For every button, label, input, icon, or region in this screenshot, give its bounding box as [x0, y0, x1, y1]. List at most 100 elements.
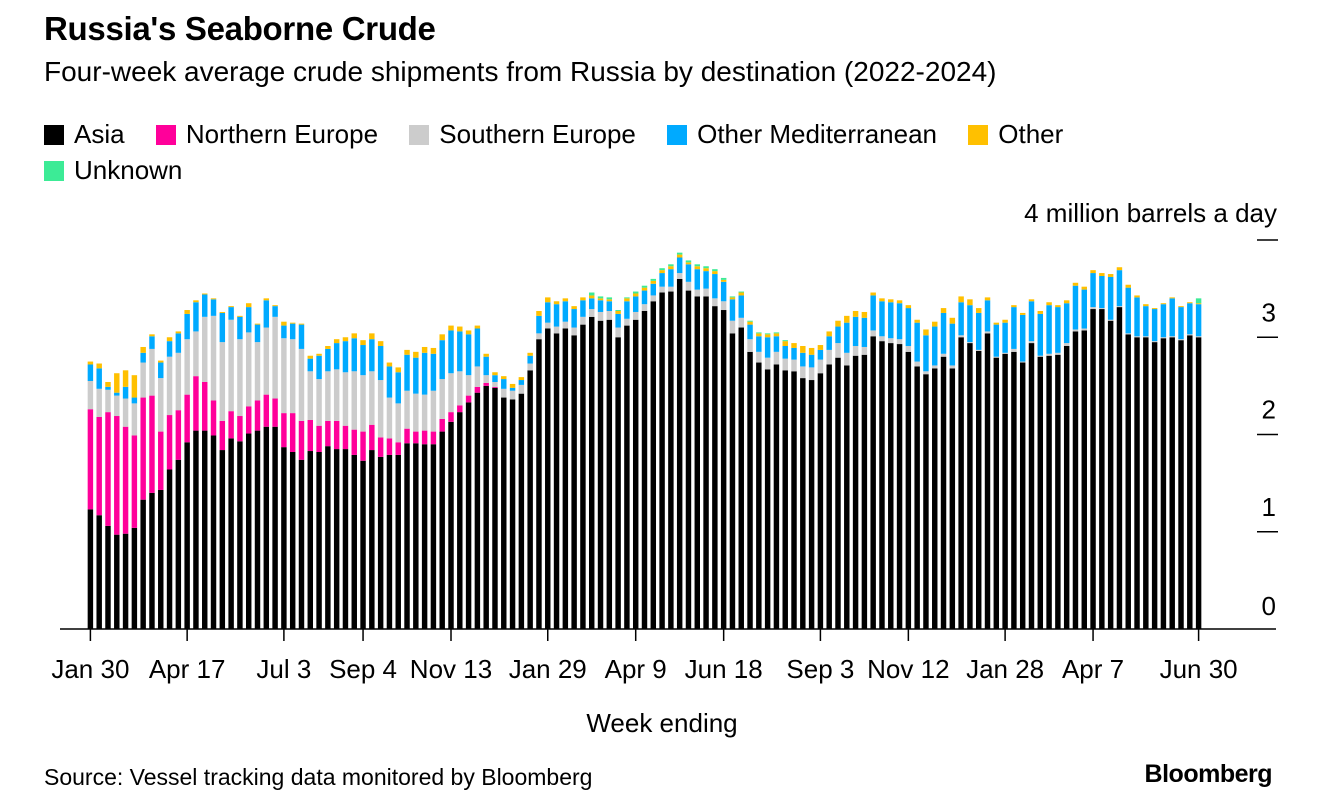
bar-northern-europe-30	[351, 429, 357, 455]
bar-southern-europe-106	[1019, 361, 1026, 363]
x-tick-label-5: Jan 29	[509, 654, 587, 684]
bar-other-mediterranean-107	[1028, 301, 1035, 342]
bar-northern-europe-13	[202, 381, 208, 431]
x-tick-label-3: Sep 4	[329, 654, 397, 684]
bar-southern-europe-108	[1037, 355, 1044, 357]
bar-asia-68	[685, 290, 692, 629]
bar-northern-europe-3	[114, 416, 120, 535]
legend-item-other-mediterranean: Other Mediterranean	[667, 116, 937, 152]
bar-other-118	[1125, 284, 1131, 288]
bar-other-mediterranean-92	[896, 303, 903, 340]
bar-other-mediterranean-3	[114, 392, 120, 396]
bar-asia-9	[166, 469, 173, 629]
bar-asia-4	[122, 533, 129, 629]
x-tick-label-4: Nov 13	[410, 654, 492, 684]
bar-other-123	[1169, 297, 1175, 299]
bar-southern-europe-48	[509, 390, 516, 400]
bar-southern-europe-61	[624, 318, 630, 326]
bar-other-mediterranean-42	[457, 331, 463, 372]
bar-asia-53	[553, 333, 560, 629]
bar-southern-europe-96	[932, 365, 938, 369]
bar-southern-europe-60	[615, 327, 621, 338]
bar-southern-europe-15	[219, 342, 226, 421]
bar-other-mediterranean-109	[1046, 305, 1052, 354]
bar-unknown-67	[676, 252, 683, 255]
bar-other-47	[501, 376, 507, 380]
bar-southern-europe-63	[641, 304, 648, 311]
bar-other-37	[413, 351, 419, 358]
bar-asia-2	[105, 525, 111, 629]
bar-other-24	[298, 323, 305, 325]
bar-other-70	[703, 268, 709, 272]
bar-northern-europe-4	[122, 426, 129, 534]
bar-asia-52	[545, 328, 551, 629]
bar-asia-26	[316, 452, 322, 629]
bar-asia-108	[1037, 356, 1044, 629]
bar-northern-europe-45	[483, 382, 489, 386]
bar-other-56	[580, 297, 586, 301]
bar-asia-117	[1116, 307, 1123, 629]
bar-asia-65	[659, 292, 665, 629]
bar-southern-europe-73	[729, 320, 736, 334]
bar-southern-europe-36	[404, 390, 410, 429]
bar-other-25	[307, 355, 313, 359]
bar-southern-europe-67	[676, 273, 683, 279]
legend-item-asia: Asia	[44, 116, 125, 152]
bar-southern-europe-9	[166, 356, 173, 416]
bar-other-86	[844, 315, 850, 323]
bar-southern-europe-18	[245, 332, 252, 407]
bar-other-122	[1160, 303, 1167, 305]
bar-other-108	[1037, 310, 1044, 314]
legend-item-southern-europe: Southern Europe	[409, 116, 636, 152]
chart-title: Russia's Seaborne Crude	[44, 10, 436, 47]
bar-other-50	[527, 352, 533, 356]
bar-southern-europe-32	[369, 371, 375, 425]
bar-asia-92	[896, 344, 903, 629]
bar-southern-europe-118	[1125, 333, 1131, 335]
bar-other-mediterranean-115	[1099, 275, 1105, 309]
bar-asia-45	[483, 385, 489, 630]
bar-asia-83	[817, 373, 824, 629]
bar-other-mediterranean-62	[632, 296, 639, 312]
bar-other-26	[316, 353, 322, 356]
bar-other-85	[835, 320, 841, 327]
bar-asia-29	[342, 449, 349, 629]
bar-northern-europe-39	[430, 431, 437, 445]
bar-southern-europe-24	[298, 348, 305, 421]
source-note: Source: Vessel tracking data monitored b…	[44, 764, 593, 790]
bar-asia-32	[369, 450, 375, 629]
bar-other-113	[1081, 286, 1087, 290]
bar-other-1	[96, 363, 102, 369]
bar-other-mediterranean-11	[184, 313, 190, 340]
bar-other-4	[122, 370, 129, 387]
bar-asia-44	[474, 392, 481, 629]
bar-asia-109	[1046, 355, 1052, 629]
bar-southern-europe-30	[351, 371, 357, 430]
bar-other-mediterranean-66	[668, 269, 674, 287]
bar-other-120	[1143, 304, 1149, 307]
bar-southern-europe-43	[465, 375, 472, 396]
bar-northern-europe-36	[404, 428, 410, 444]
bar-other-41	[448, 325, 454, 331]
bar-southern-europe-39	[430, 390, 437, 432]
bar-other-75	[747, 321, 753, 325]
bar-southern-europe-40	[439, 379, 445, 419]
bar-asia-125	[1187, 335, 1193, 629]
bar-southern-europe-33	[377, 380, 384, 438]
bar-southern-europe-70	[703, 288, 709, 297]
bar-asia-114	[1090, 309, 1096, 629]
bar-other-mediterranean-83	[817, 349, 824, 360]
bar-other-117	[1116, 267, 1123, 271]
x-axis-title: Week ending	[586, 708, 738, 738]
bar-southern-europe-116	[1107, 319, 1114, 321]
bar-other-mediterranean-101	[975, 312, 982, 350]
bar-southern-europe-19	[254, 342, 261, 401]
bar-other-51	[536, 310, 542, 316]
bar-other-89	[870, 292, 876, 296]
bar-other-mediterranean-26	[316, 355, 322, 380]
bar-asia-106	[1019, 362, 1026, 629]
bar-other-99	[958, 296, 964, 303]
bar-other-40	[439, 334, 445, 341]
legend-label-other-mediterranean: Other Mediterranean	[697, 119, 938, 149]
bar-unknown-62	[632, 291, 639, 294]
